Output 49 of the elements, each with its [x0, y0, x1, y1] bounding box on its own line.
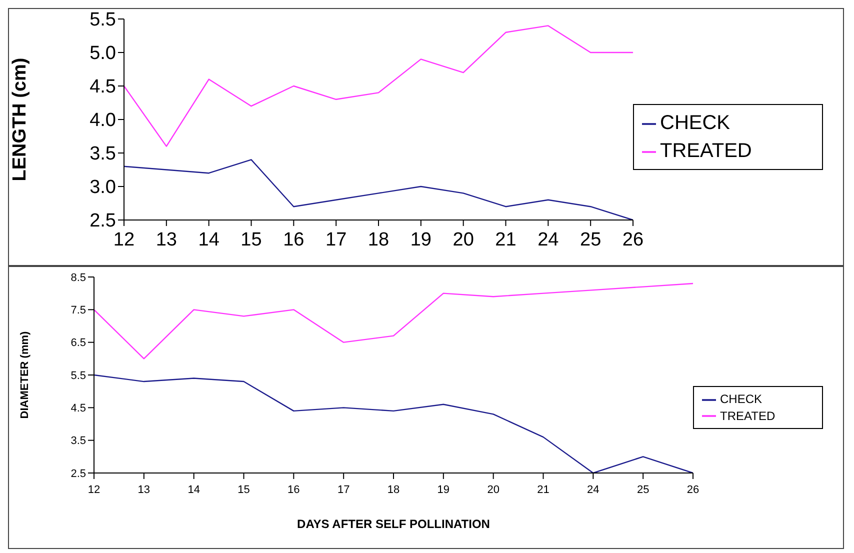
x-tick-label: 25: [580, 229, 602, 250]
y-tick-label: 5.0: [90, 43, 116, 64]
x-tick-label: 12: [113, 229, 135, 250]
x-tick-label: 18: [368, 229, 390, 250]
x-tick-label: 18: [387, 484, 400, 496]
x-tick-label: 15: [240, 229, 262, 250]
x-tick-label: 14: [188, 484, 200, 496]
x-tick-label: 21: [495, 229, 516, 250]
x-tick-label: 16: [288, 484, 300, 496]
x-tick-label: 24: [538, 229, 560, 250]
x-tick-label: 24: [587, 484, 600, 496]
y-tick-label: 4.5: [90, 76, 116, 98]
y-tick-label: 3.0: [90, 177, 116, 198]
x-tick-label: 14: [198, 229, 220, 250]
x-tick-label: 20: [487, 484, 500, 496]
line-series: [123, 25, 634, 147]
y-tick-label: 4.5: [70, 402, 86, 415]
x-tick-label: 15: [238, 484, 250, 496]
y-tick-label: 6.5: [70, 337, 86, 350]
x-tick-label: 13: [156, 229, 177, 250]
line-series: [93, 282, 694, 360]
y-tick-label: 7.5: [70, 304, 86, 317]
y-tick-label: 4.0: [90, 110, 116, 132]
legend-label: TREATED: [660, 140, 752, 162]
legend-label: CHECK: [660, 112, 730, 134]
x-tick-label: 12: [88, 484, 100, 496]
x-tick-label: 25: [636, 484, 650, 496]
x-tick-label: 26: [622, 229, 644, 250]
y-axis-title: LENGTH (cm): [10, 58, 31, 182]
x-tick-label: 17: [337, 484, 350, 496]
y-tick-label: 8.5: [70, 272, 86, 284]
x-tick-label: 19: [410, 229, 432, 250]
x-tick-label: 26: [686, 484, 700, 496]
y-tick-label: 2.5: [70, 468, 86, 480]
y-axis-title: DIAMETER (mm): [18, 330, 31, 419]
x-tick-label: 21: [537, 484, 550, 496]
x-tick-label: 19: [437, 484, 450, 496]
x-tick-label: 20: [452, 229, 474, 250]
x-tick-label: 13: [138, 484, 150, 496]
y-tick-label: 5.5: [90, 10, 116, 31]
legend-label: TREATED: [720, 408, 776, 422]
x-tick-label: 17: [326, 229, 347, 250]
y-tick-label: 5.5: [70, 370, 86, 382]
y-tick-label: 3.5: [70, 435, 86, 448]
x-tick-label: 16: [283, 229, 304, 250]
legend-label: CHECK: [720, 392, 762, 406]
x-axis-title: DAYS AFTER SELF POLLINATION: [297, 517, 490, 531]
y-tick-label: 3.5: [90, 144, 116, 165]
y-tick-label: 2.5: [90, 210, 116, 232]
